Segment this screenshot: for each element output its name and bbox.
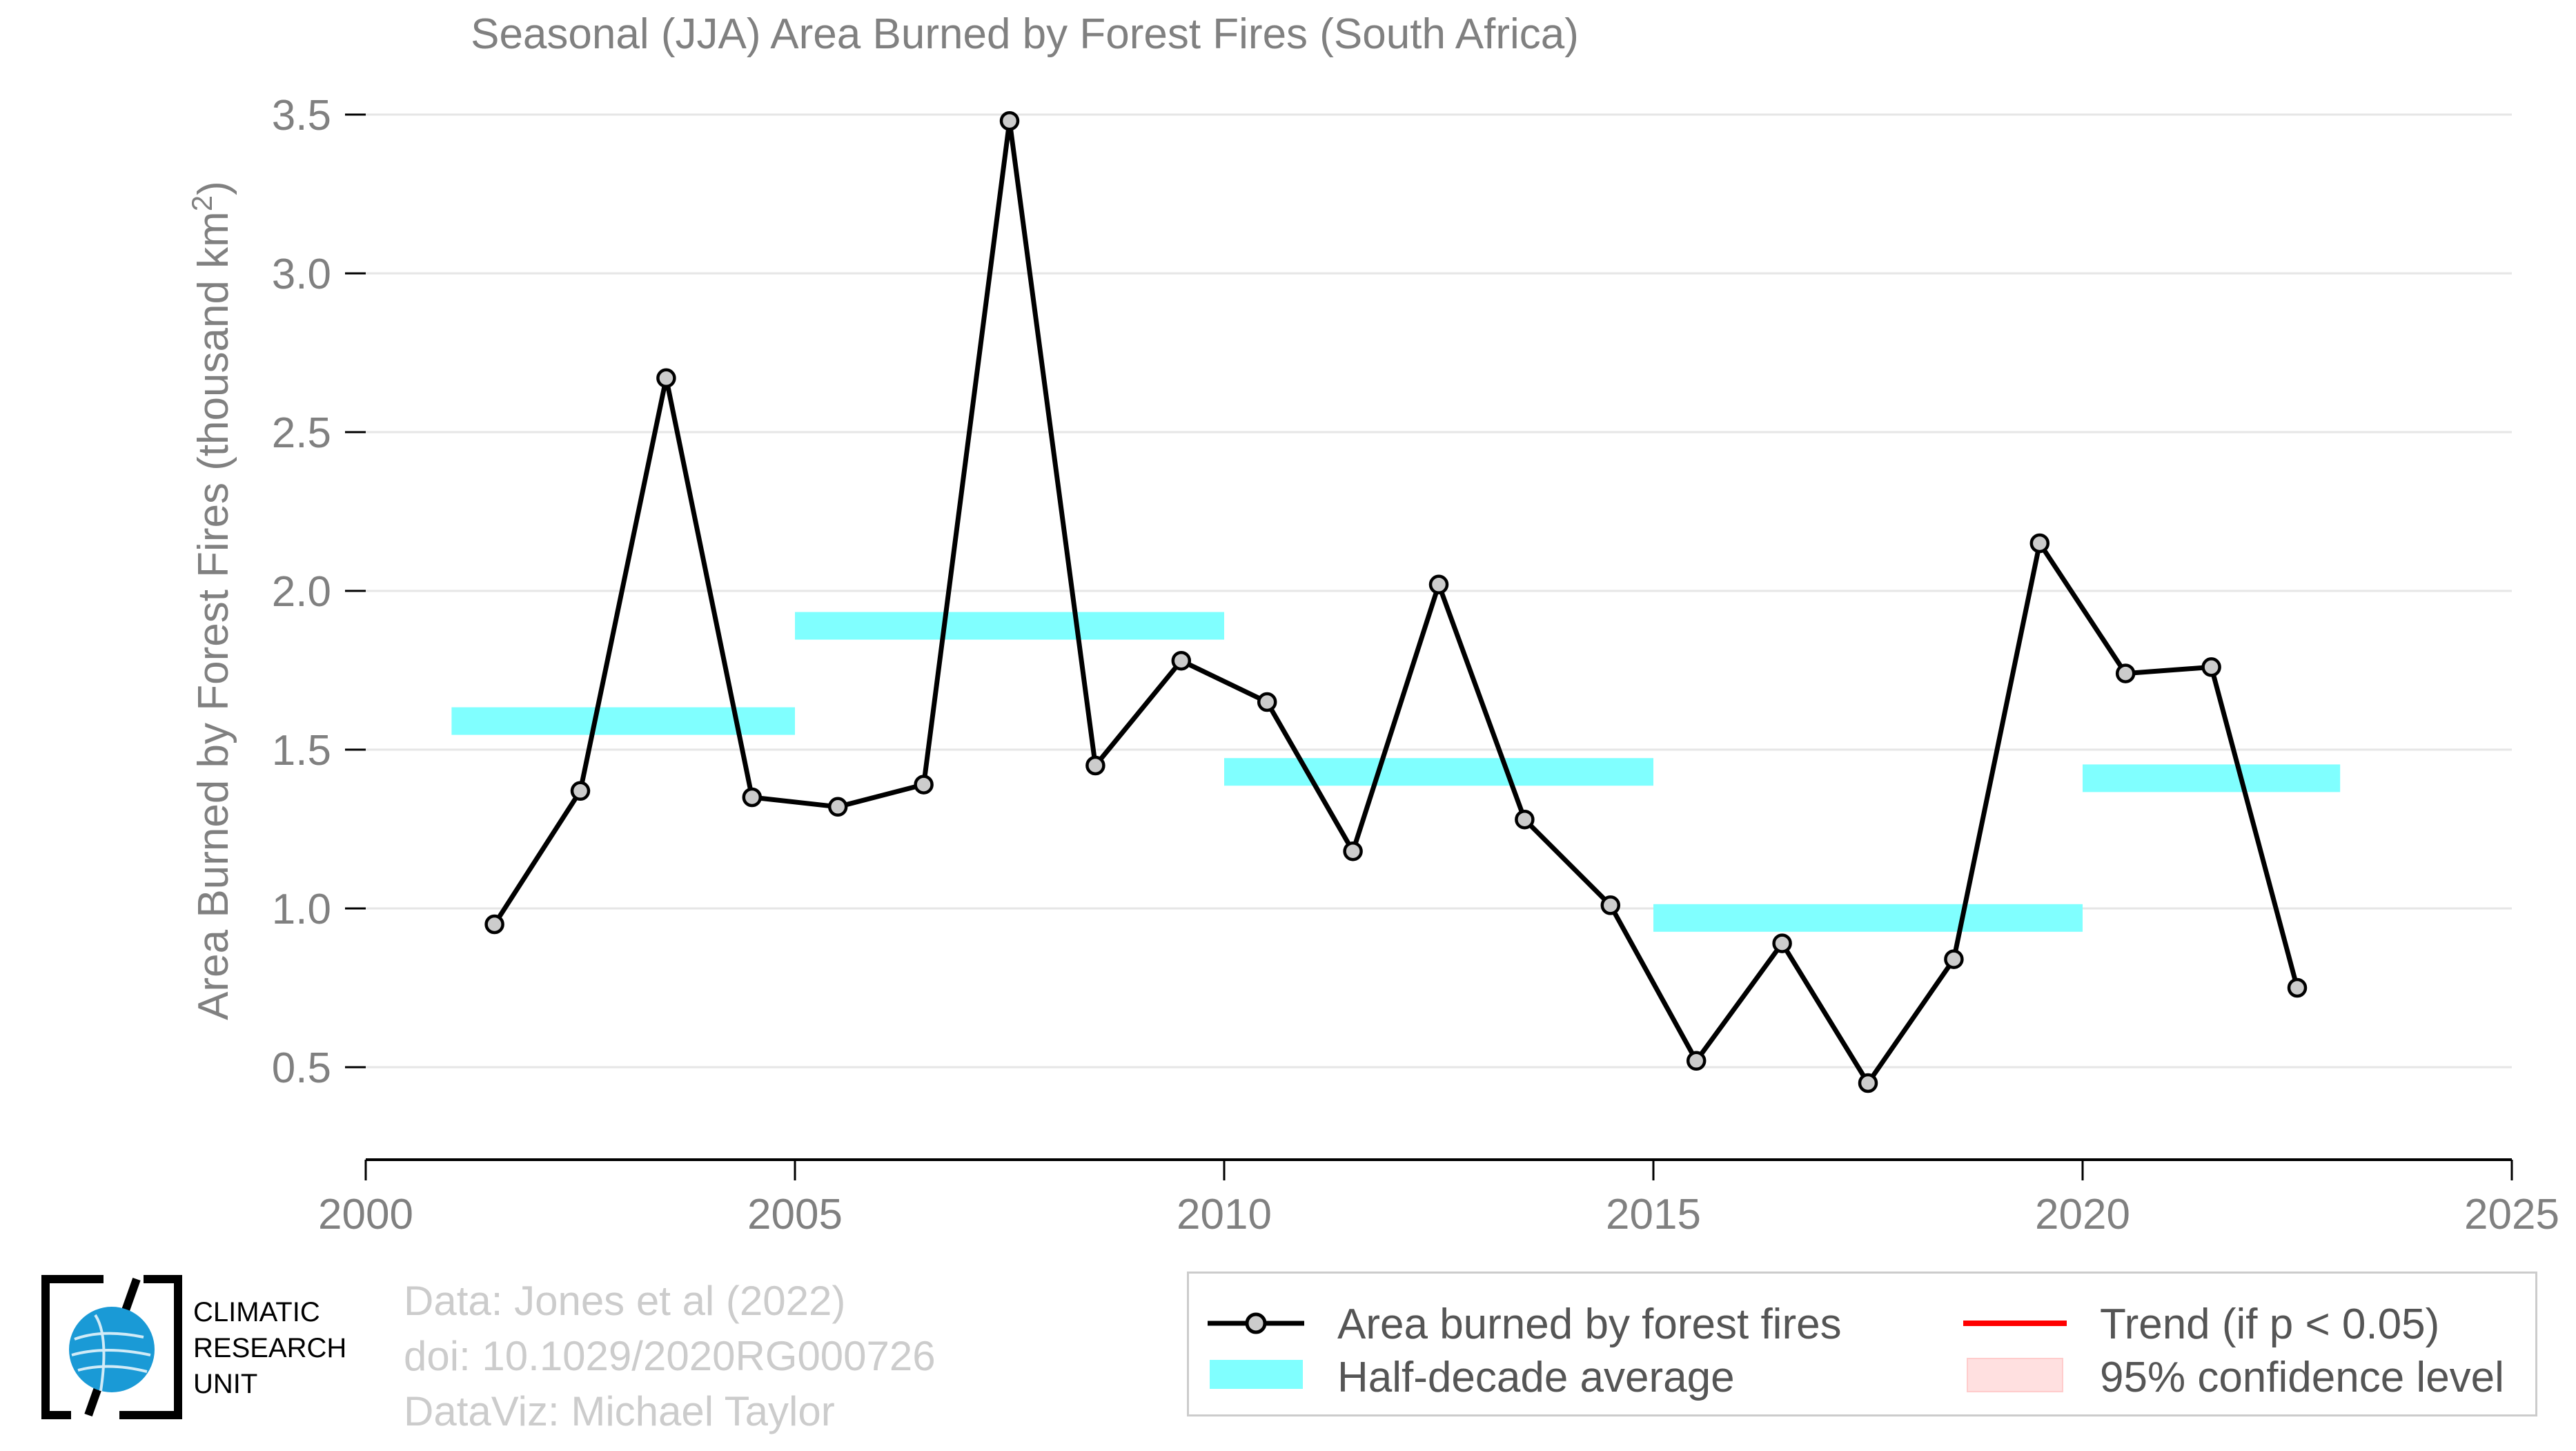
cru-logo-line3: UNIT — [193, 1369, 258, 1399]
chart-title: Seasonal (JJA) Area Burned by Forest Fir… — [471, 10, 1579, 58]
data-point — [1944, 949, 1964, 969]
y-tick-label: 3.0 — [272, 251, 331, 298]
y-tick-label: 2.0 — [272, 568, 331, 616]
credit-data: Data: Jones et al (2022) — [404, 1278, 846, 1324]
data-point — [2115, 663, 2136, 683]
legend-key-series — [1208, 1312, 1304, 1334]
x-tick-label: 2005 — [747, 1191, 843, 1238]
y-tick-label: 1.5 — [272, 727, 331, 775]
legend-key-average — [1210, 1360, 1303, 1389]
grid — [366, 113, 2512, 1069]
data-point — [1085, 755, 1105, 776]
credit-dataviz: DataViz: Michael Taylor — [404, 1388, 835, 1434]
y-tick-label: 1.0 — [272, 886, 331, 933]
data-point — [742, 787, 763, 808]
data-point — [2287, 977, 2308, 998]
data-point — [1343, 841, 1363, 861]
y-tick-label: 3.5 — [272, 92, 331, 139]
half-decade-average-bar — [2083, 764, 2341, 792]
cru-logo: CLIMATIC RESEARCH UNIT — [40, 1274, 385, 1422]
cru-logo-text: CLIMATIC RESEARCH UNIT — [193, 1294, 346, 1402]
data-point — [1686, 1051, 1707, 1071]
legend-label-series: Area burned by forest fires — [1337, 1301, 1842, 1348]
y-axis-label-sup: 2 — [186, 195, 218, 211]
data-point — [656, 368, 676, 389]
data-point — [1257, 692, 1277, 712]
legend-key-trend — [1963, 1321, 2067, 1326]
data-point — [1428, 574, 1449, 595]
data-point — [827, 797, 848, 817]
series-line — [492, 118, 2300, 1086]
cru-logo-line1: CLIMATIC — [193, 1297, 320, 1327]
y-tick-label: 0.5 — [272, 1044, 331, 1092]
x-tick-label: 2020 — [2035, 1191, 2130, 1238]
cru-logo-mark — [41, 1275, 182, 1419]
data-point — [2029, 533, 2050, 554]
legend-label-trend: Trend (if p < 0.05) — [2100, 1301, 2440, 1348]
data-point — [1858, 1073, 1878, 1093]
data-point — [484, 914, 504, 935]
data-point — [570, 781, 591, 801]
legend-label-average: Half-decade average — [1337, 1354, 1735, 1401]
data-point — [2201, 657, 2221, 677]
axes: 0.5 1.0 1.5 2.0 2.5 3.0 3.5 2000 2005 2010 2015 202… — [272, 92, 2559, 1238]
y-tick-label: 2.5 — [272, 409, 331, 457]
credits: Data: Jones et al (2022) doi: 10.1029/20… — [404, 1274, 936, 1439]
x-tick-label: 2025 — [2464, 1191, 2559, 1238]
data-point — [1600, 895, 1621, 915]
half-decade-average-bar — [795, 612, 1224, 640]
y-axis-label-main: Area Burned by Forest Fires (thousand km — [190, 211, 237, 1020]
cru-logo-line2: RESEARCH — [193, 1333, 347, 1363]
data-point — [1515, 809, 1535, 830]
legend-label-confidence: 95% confidence level — [2100, 1354, 2504, 1401]
x-tick-label: 2000 — [318, 1191, 413, 1238]
legend-key-confidence — [1967, 1358, 2063, 1392]
half-decade-average-bars — [451, 612, 2341, 932]
y-axis-label-end: ) — [190, 181, 237, 195]
series-area-burned — [484, 110, 2308, 1093]
data-point — [999, 110, 1020, 131]
legend: Area burned by forest fires Half-decade … — [1187, 1272, 2537, 1416]
data-point — [1171, 650, 1192, 671]
data-point — [914, 775, 934, 795]
credit-doi: doi: 10.1029/2020RG000726 — [404, 1333, 936, 1379]
x-tick-label: 2010 — [1177, 1191, 1272, 1238]
half-decade-average-bar — [1224, 758, 1653, 786]
data-point — [1772, 933, 1792, 953]
x-tick-label: 2015 — [1606, 1191, 1701, 1238]
half-decade-average-bar — [1653, 904, 2083, 932]
half-decade-average-bar — [451, 707, 795, 735]
y-axis-label: Area Burned by Forest Fires (thousand km… — [186, 181, 238, 1020]
